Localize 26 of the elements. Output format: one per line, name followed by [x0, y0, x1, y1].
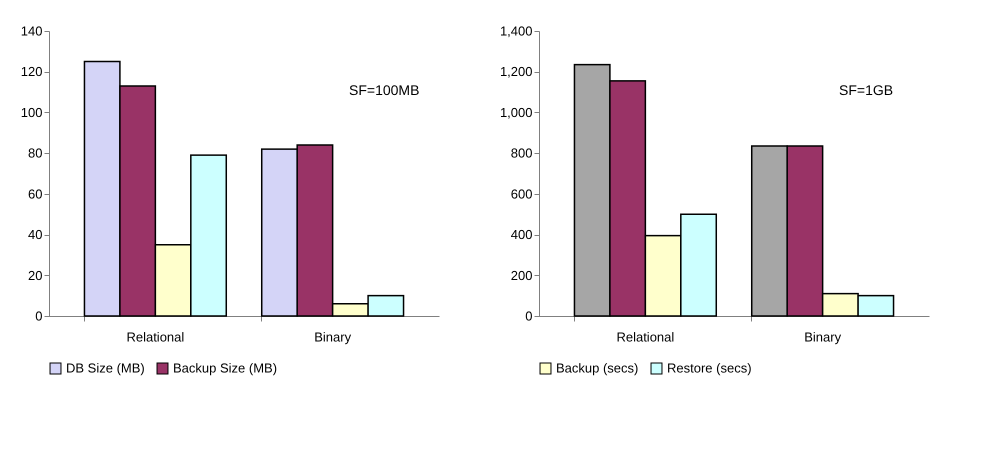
y-tick-label: 600: [510, 186, 532, 202]
legend-label: Restore (secs): [667, 360, 752, 376]
y-tick-label: 800: [510, 146, 532, 161]
y-tick-label: 0: [35, 308, 42, 324]
legend-label: DB Size (MB): [66, 360, 145, 376]
legend-label: Backup Size (MB): [173, 360, 278, 376]
x-tick-label: Relational: [616, 330, 674, 344]
x-tick-label: Relational: [126, 330, 184, 344]
legend-label: Backup (secs): [556, 360, 638, 376]
y-tick-label: 40: [28, 227, 42, 242]
x-tick-label: Binary: [314, 330, 352, 344]
y-tick-label: 200: [510, 268, 532, 283]
y-tick-label: 60: [28, 186, 42, 202]
y-tick-label: 100: [20, 104, 42, 120]
annotation: SF=1GB: [839, 82, 894, 98]
y-tick-label: 0: [525, 308, 532, 324]
y-tick-label: 400: [510, 227, 532, 242]
y-tick-label: 20: [28, 268, 42, 283]
y-tick-label: 140: [20, 24, 42, 38]
y-tick-label: 1,200: [500, 64, 532, 80]
y-tick-label: 120: [20, 64, 42, 80]
annotation: SF=100MB: [349, 82, 420, 98]
y-tick-label: 1,000: [500, 104, 532, 120]
y-tick-label: 80: [28, 146, 42, 161]
x-tick-label: Binary: [804, 330, 842, 344]
y-tick-label: 1,400: [500, 24, 532, 38]
